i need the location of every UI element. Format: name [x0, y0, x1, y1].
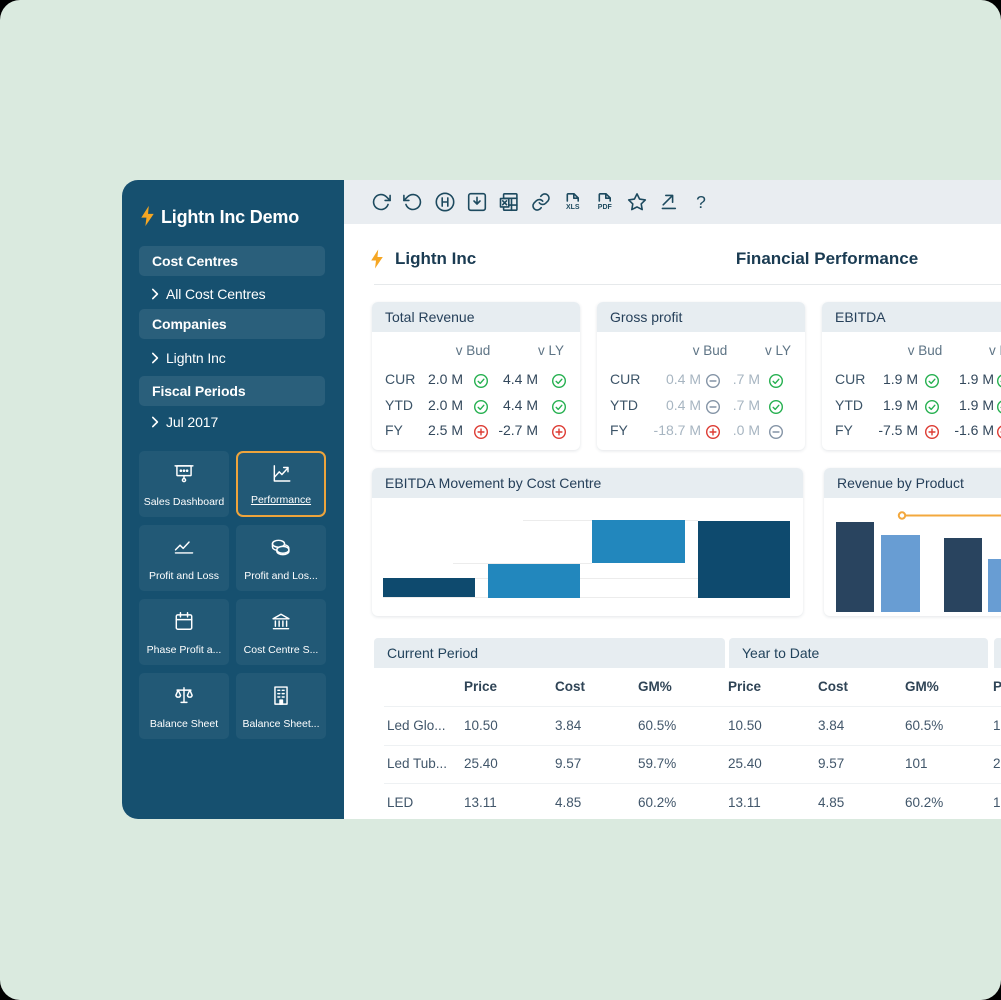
svg-text:PDF: PDF: [598, 204, 613, 211]
svg-text:XLS: XLS: [566, 204, 580, 211]
svg-text:?: ?: [696, 192, 706, 212]
